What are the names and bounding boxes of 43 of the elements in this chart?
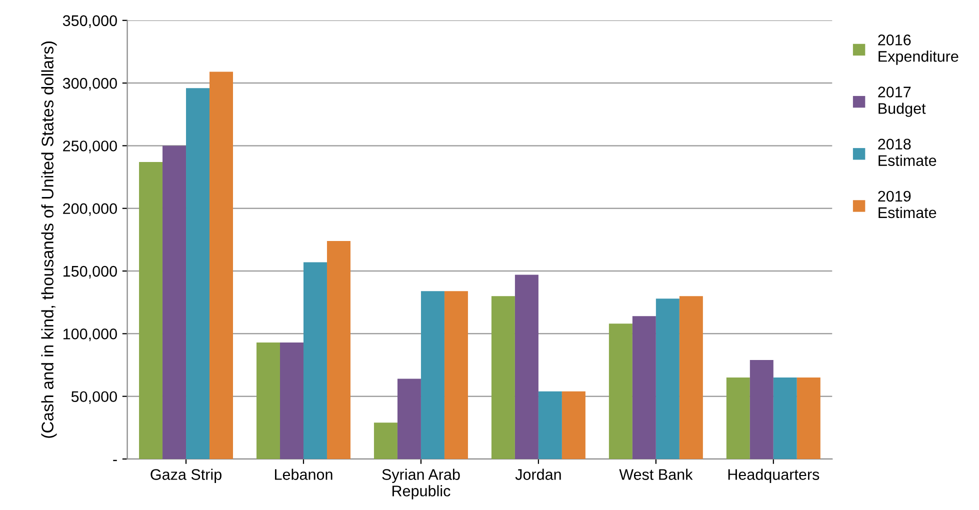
legend-label: 2018 Estimate xyxy=(878,138,936,166)
bar xyxy=(608,324,632,459)
x-tick-label: West Bank xyxy=(619,468,693,480)
bar xyxy=(256,342,280,459)
bar xyxy=(303,262,327,459)
y-tick-label: 50,000 xyxy=(71,391,117,404)
bar xyxy=(656,298,680,459)
bar xyxy=(773,378,797,459)
bar xyxy=(374,422,398,459)
x-tick-label: Jordan xyxy=(515,468,561,480)
bar xyxy=(750,360,774,459)
y-tick-label: 200,000 xyxy=(63,203,117,216)
y-tick-label: 100,000 xyxy=(63,328,117,342)
bar xyxy=(726,378,750,459)
bar xyxy=(210,72,233,459)
x-tick-label: Syrian Arab Republic xyxy=(382,468,460,500)
bar xyxy=(326,240,350,459)
x-tick-label: Headquarters xyxy=(728,468,820,483)
x-tick-label: Lebanon xyxy=(275,468,332,480)
bar xyxy=(562,391,586,459)
legend-label: 2017 Budget xyxy=(878,86,926,117)
legend-label: 2016 Expenditure xyxy=(878,34,958,65)
x-tick-label: Gaza Strip xyxy=(150,468,222,483)
bar xyxy=(162,146,186,459)
y-tick-label: 350,000 xyxy=(62,15,117,28)
y-tick-label: 150,000 xyxy=(63,266,117,279)
bar xyxy=(514,274,538,459)
bar xyxy=(420,291,444,459)
y-tick-label: 250,000 xyxy=(63,140,117,154)
bar xyxy=(538,391,562,459)
bar xyxy=(444,291,468,459)
bar xyxy=(280,342,304,459)
bar xyxy=(796,378,820,459)
y-tick-label: - xyxy=(113,460,117,462)
y-tick-label: 300,000 xyxy=(62,78,117,91)
bar xyxy=(491,296,515,459)
bar xyxy=(397,378,421,459)
y-axis-title: (Cash and in kind, thousands of United States dollars) xyxy=(41,42,57,438)
bar xyxy=(679,296,703,459)
bar xyxy=(139,162,163,459)
bar xyxy=(186,88,210,459)
bar xyxy=(632,316,656,459)
legend-label: 2019 Estimate xyxy=(878,190,936,218)
